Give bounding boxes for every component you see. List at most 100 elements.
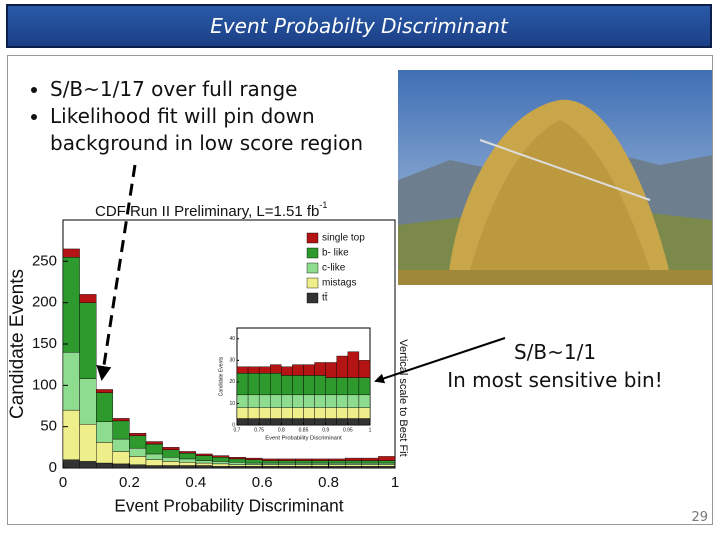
histogram-bar [258, 373, 271, 396]
legend-swatch [306, 277, 319, 289]
histogram-bar [212, 461, 230, 465]
histogram-bar [325, 377, 337, 396]
histogram-bar [79, 461, 97, 469]
histogram-bar [311, 458, 329, 461]
histogram-bar [361, 462, 379, 465]
histogram-bar [378, 462, 396, 465]
histogram-bar [311, 464, 329, 467]
histogram-bar [129, 464, 147, 469]
histogram-bar [336, 418, 349, 426]
histogram-bar [112, 463, 130, 469]
histogram-bar [129, 447, 147, 457]
histogram-bar [325, 362, 337, 378]
histogram-bar [245, 457, 263, 460]
legend-swatch [306, 262, 319, 274]
histogram-bar [62, 257, 80, 353]
callout: In most sensitive bin! [447, 368, 663, 392]
histogram-bar [345, 462, 363, 465]
histogram-bar [212, 466, 230, 469]
histogram-bar [336, 407, 349, 419]
histogram-bar [347, 377, 360, 396]
legend-label: single top [322, 233, 365, 244]
histogram-bar [345, 457, 363, 461]
histogram-bar [314, 362, 326, 376]
histogram-bar [112, 438, 130, 452]
histogram-bar [295, 464, 313, 467]
histogram-bar [361, 457, 379, 461]
histogram-bar [112, 420, 130, 440]
histogram-bar [281, 407, 293, 419]
histogram-bar [258, 366, 271, 374]
legend-label: b- like [322, 248, 349, 259]
histogram-bar [281, 375, 293, 396]
bullet-list: S/B~1/17 over full range Likelihood fit … [30, 76, 420, 157]
y-tick-label: 100 [32, 376, 57, 393]
histogram-bar [336, 394, 349, 408]
histogram-bar [95, 462, 113, 469]
x-tick-label: 1 [369, 427, 372, 433]
histogram-bar [278, 466, 296, 469]
y-tick-label: 150 [32, 335, 57, 352]
histogram-bar [328, 464, 346, 467]
histogram-bar [361, 466, 379, 469]
histogram-bar [314, 407, 326, 419]
histogram-bar [195, 465, 213, 469]
histogram-bar [378, 466, 396, 469]
legend-label: mistags [322, 278, 356, 289]
y-axis-label: Candidate Events [218, 356, 224, 396]
histogram-bar [245, 466, 263, 469]
histogram-bar [178, 458, 196, 463]
histogram-bar [262, 466, 280, 469]
histogram-bar [162, 447, 180, 451]
histogram-bar [245, 464, 263, 467]
histogram-bar [247, 366, 260, 374]
histogram-bar [79, 302, 97, 379]
histogram-bar [62, 352, 80, 411]
bullet: S/B~1/17 over full range [50, 76, 420, 103]
histogram-bar [228, 464, 246, 467]
histogram-bar [281, 394, 293, 408]
x-axis-label: Event Probability Discriminant [265, 436, 342, 442]
chart-title: CDF Run II Preliminary, L=1.51 fb-1 [95, 200, 327, 220]
page-number: 29 [691, 510, 708, 525]
histogram-bar [378, 456, 396, 461]
histogram-bar [358, 418, 371, 426]
histogram-bar [345, 460, 363, 464]
histogram-bar [178, 462, 196, 466]
histogram-bar [378, 464, 396, 467]
histogram-bar [62, 409, 80, 460]
x-tick-label: 0.2 [119, 474, 140, 491]
y-axis-label: Candidate Events [7, 269, 28, 419]
histogram-bar [358, 377, 371, 396]
histogram-bar [228, 457, 246, 460]
haystack-photo [398, 70, 712, 285]
x-tick-label: 0.6 [252, 474, 273, 491]
x-tick-label: 0 [59, 474, 67, 491]
histogram-bar [311, 466, 329, 469]
x-tick-label: 1 [391, 474, 399, 491]
histogram-bar [145, 443, 163, 455]
histogram-bar [228, 466, 246, 469]
y-tick-label: 10 [229, 401, 235, 407]
histogram-bar [328, 460, 346, 464]
histogram-bar [247, 394, 260, 408]
bullet: Likelihood fit will pin down background … [50, 103, 420, 157]
histogram-bar [79, 423, 97, 462]
annotation: Vertical scale to Best Fit [397, 339, 409, 456]
histogram-bar [347, 418, 360, 426]
x-tick-label: 0.85 [299, 427, 309, 433]
histogram-bar [212, 455, 230, 458]
histogram-bar [247, 373, 260, 396]
histogram-bar [195, 455, 213, 461]
histogram-bar [328, 462, 346, 465]
histogram-bar [295, 466, 313, 469]
x-tick-label: 0.4 [185, 474, 206, 491]
histogram-bar [295, 458, 313, 461]
histogram-bar [281, 366, 293, 376]
histogram-bar [358, 407, 371, 419]
histogram-bar [129, 435, 147, 449]
histogram-bar [278, 458, 296, 461]
histogram-bar [358, 394, 371, 408]
y-tick-label: 40 [229, 336, 235, 342]
